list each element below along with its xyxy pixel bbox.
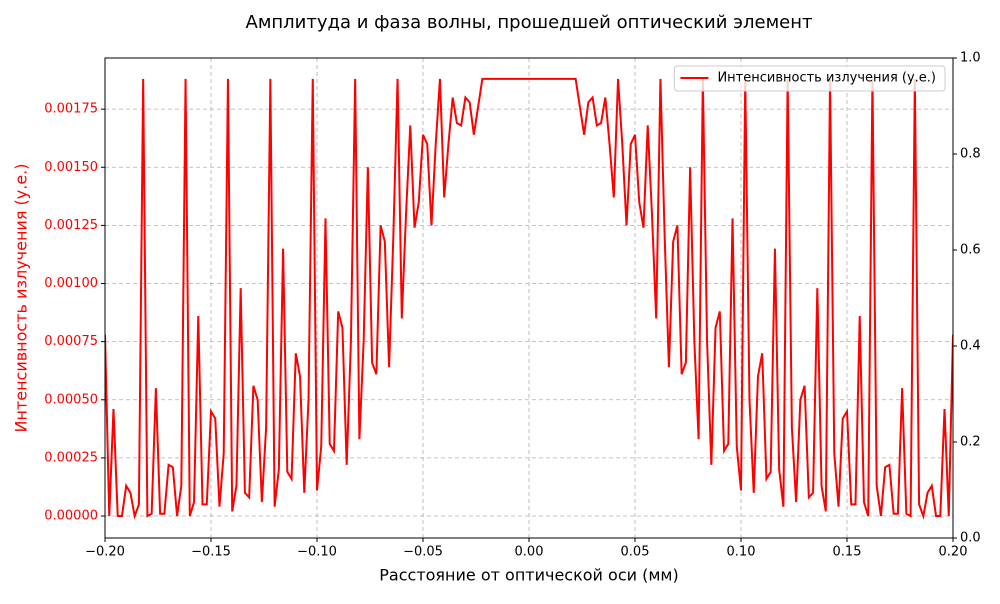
y2-tick-label: 0.0 (960, 531, 981, 546)
y-tick-label: 0.00075 (44, 334, 98, 349)
y2-tick-label: 1.0 (960, 51, 981, 66)
x-tick-label: 0.10 (727, 545, 756, 560)
y2-tick-label: 0.8 (960, 147, 981, 162)
y-axis-label: Интенсивность излучения (у.е.) (12, 164, 31, 433)
y2-tick-label: 0.2 (960, 435, 981, 450)
legend-box (673, 65, 946, 92)
legend-label: Интенсивность излучения (у.е.) (717, 71, 936, 86)
y-tick-label: 0.00000 (44, 509, 98, 524)
x-tick-label: −0.15 (191, 545, 231, 560)
legend: Интенсивность излучения (у.е.) (673, 65, 946, 92)
y2-tick-label: 0.6 (960, 243, 981, 258)
y-tick-label: 0.00150 (44, 160, 98, 175)
y-tick-label: 0.00100 (44, 276, 98, 291)
x-tick-label: 0.20 (939, 545, 968, 560)
x-tick-label: −0.20 (85, 545, 125, 560)
data-line (105, 77, 953, 520)
plot-frame (104, 57, 954, 539)
x-tick-label: −0.10 (297, 545, 337, 560)
x-tick-label: 0.00 (515, 545, 544, 560)
y-tick-label: 0.00125 (44, 218, 98, 233)
x-axis-label: Расстояние от оптической оси (мм) (379, 566, 678, 585)
y2-tick-label: 0.4 (960, 339, 981, 354)
x-tick-label: −0.05 (403, 545, 443, 560)
x-tick-label: 0.05 (621, 545, 650, 560)
chart-title: Амплитуда и фаза волны, прошедшей оптиче… (246, 12, 813, 33)
y-tick-label: 0.00050 (44, 392, 98, 407)
x-tick-label: 0.15 (833, 545, 862, 560)
y-tick-label: 0.00175 (44, 102, 98, 117)
y-tick-label: 0.00025 (44, 450, 98, 465)
